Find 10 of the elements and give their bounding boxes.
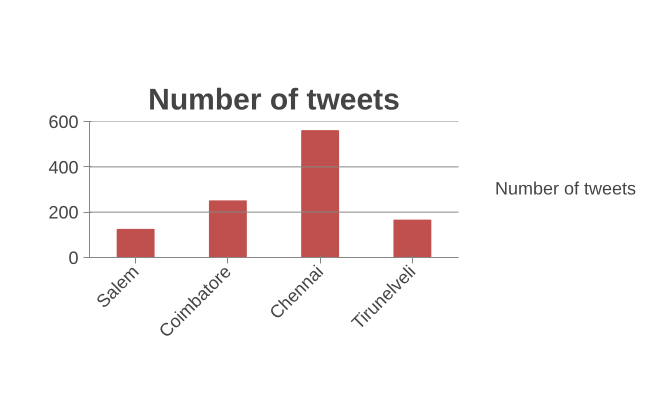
y-tick-label: 400 xyxy=(48,157,79,178)
bar xyxy=(116,228,155,258)
bar xyxy=(301,130,340,258)
bar xyxy=(393,220,432,258)
y-tick-label: 600 xyxy=(48,112,79,132)
y-tick-label: 0 xyxy=(68,248,79,268)
bar xyxy=(208,200,247,258)
chart-title: Number of tweets xyxy=(148,84,400,116)
y-tick-label: 200 xyxy=(48,202,79,223)
text: Number of tweets xyxy=(495,178,636,200)
